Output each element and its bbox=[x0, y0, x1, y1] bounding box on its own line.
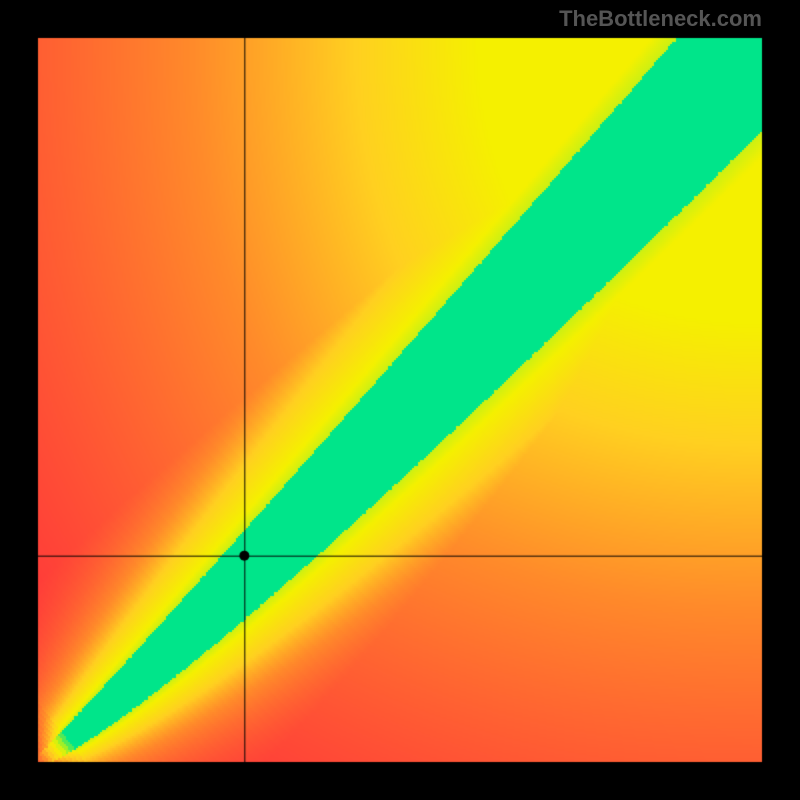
chart-container: TheBottleneck.com bbox=[0, 0, 800, 800]
watermark-text: TheBottleneck.com bbox=[559, 6, 762, 32]
heatmap-canvas bbox=[0, 0, 800, 800]
